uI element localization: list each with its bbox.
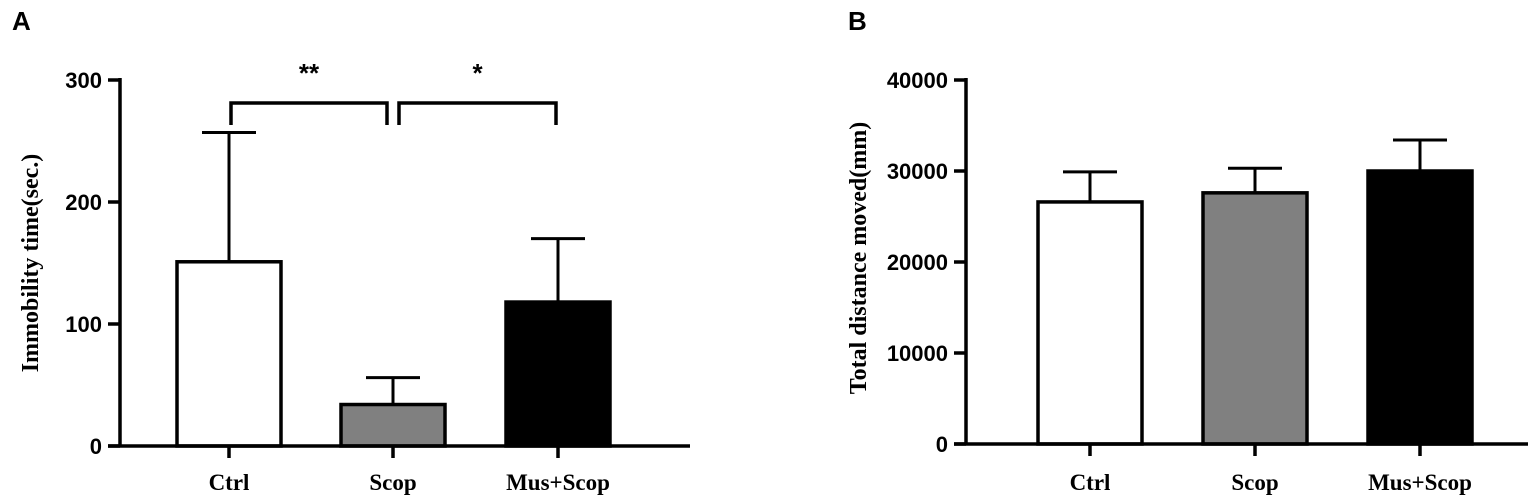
y-tick-label: 10000 — [887, 341, 948, 366]
y-tick-label: 100 — [65, 312, 102, 337]
x-category-label: Scop — [1231, 470, 1278, 495]
y-tick-label: 30000 — [887, 159, 948, 184]
x-category-label: Scop — [369, 470, 416, 495]
y-axis-title: Immobility time(sec.) — [18, 154, 44, 373]
bar-scop — [339, 402, 447, 448]
y-tick-label: 40000 — [887, 68, 948, 93]
panel-letter: B — [848, 6, 867, 36]
bar-ctrl — [175, 260, 283, 448]
significance-bracket — [397, 101, 558, 125]
significance-label: * — [472, 58, 483, 88]
significance-label: ** — [299, 58, 320, 88]
bar-scop — [1201, 191, 1309, 446]
y-axis-title: Total distance moved(mm) — [846, 122, 872, 394]
significance-bracket — [229, 101, 389, 125]
panel-a-chart: A Immobility time(sec.) 0 100 200 300 Ctrl Scop… — [12, 6, 690, 495]
bar-ctrl — [1036, 200, 1144, 446]
y-tick-label: 200 — [65, 190, 102, 215]
y-tick-label: 0 — [936, 432, 948, 457]
bar-mus-scop — [504, 300, 612, 448]
y-tick-label: 20000 — [887, 250, 948, 275]
bar-mus-scop — [1366, 169, 1474, 446]
x-category-label: Mus+Scop — [506, 470, 610, 495]
panel-letter: A — [12, 6, 31, 36]
x-category-label: Ctrl — [209, 470, 250, 495]
panel-b-chart: B Total distance moved(mm) 0 10000 20000 3000… — [846, 6, 1528, 495]
y-tick-label: 0 — [90, 434, 102, 459]
x-category-label: Mus+Scop — [1368, 470, 1472, 495]
x-category-label: Ctrl — [1070, 470, 1111, 495]
y-tick-label: 300 — [65, 68, 102, 93]
